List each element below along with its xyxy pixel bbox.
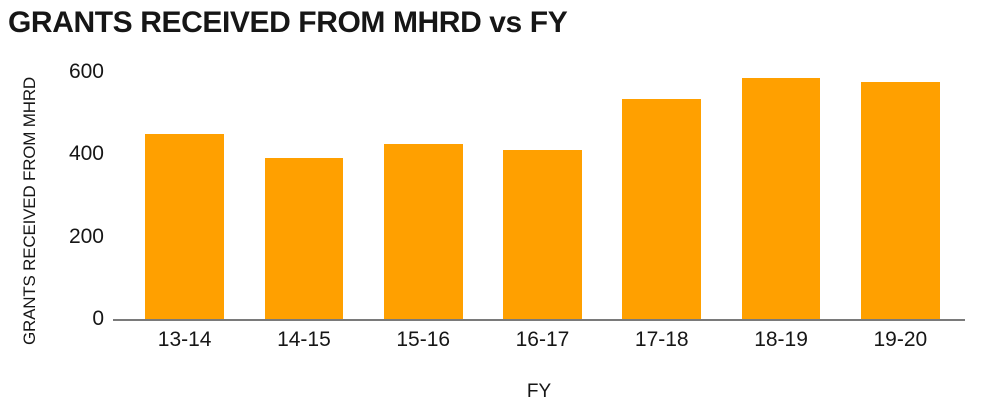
bar-band (364, 72, 483, 319)
x-axis-tick-labels: 13-14 14-15 15-16 16-17 17-18 18-19 19-20 (125, 328, 960, 352)
y-tick-label: 600 (68, 60, 104, 83)
bar-18-19 (741, 78, 821, 319)
plot-area (113, 72, 965, 321)
y-axis-title: GRANTS RECEIVED FROM MHRD (20, 77, 39, 345)
x-tick-label: 14-15 (277, 328, 331, 351)
x-tick-label: 13-14 (157, 328, 212, 351)
bar-band (244, 72, 363, 319)
bar-17-18 (622, 98, 702, 319)
bar-band (125, 72, 244, 319)
chart-title: GRANTS RECEIVED FROM MHRD vs FY (8, 6, 568, 39)
x-tick-label: 18-19 (754, 328, 808, 351)
bar-band (841, 72, 960, 319)
bar-band (602, 72, 721, 319)
bar-band (721, 72, 840, 319)
x-axis-title: FY (526, 381, 552, 402)
x-tick-label: 16-17 (515, 328, 570, 351)
bar-13-14 (145, 133, 224, 319)
bar-14-15 (264, 158, 344, 319)
x-tick-label: 15-16 (396, 328, 451, 351)
y-tick-label: 0 (92, 307, 104, 330)
x-tick-label: 19-20 (873, 328, 928, 351)
bar-band (483, 72, 602, 319)
y-tick-label: 400 (68, 142, 104, 166)
bar-15-16 (383, 144, 463, 319)
bars-container (125, 72, 960, 319)
y-tick-label: 200 (68, 224, 104, 248)
x-tick-label: 17-18 (634, 328, 689, 351)
bar-19-20 (860, 82, 940, 319)
bar-16-17 (503, 150, 582, 319)
